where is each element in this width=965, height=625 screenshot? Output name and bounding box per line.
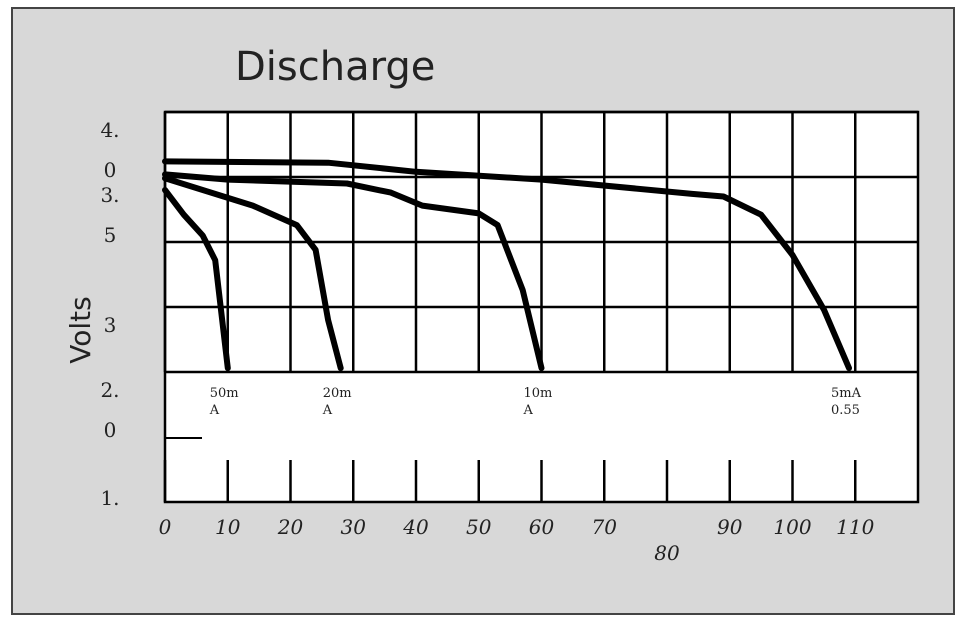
x-tick-label: 90 [717,515,743,539]
series-line [162,171,545,372]
x-tick-label: 40 [403,515,429,539]
series-label: 5mA 0.55 [830,386,861,418]
y-tick-label: 1. [100,486,120,510]
x-tick-label: 20 [277,515,304,539]
x-tick-label: 110 [836,515,875,539]
series-label: 10m A [523,386,553,418]
x-tick-label: 70 [591,515,617,539]
x-tick-label: 100 [773,515,812,539]
x-tick-label: 60 [528,515,555,539]
series-label: 50m A [209,386,239,418]
x-tick-label: 10 [215,515,241,539]
y-tick-label: 3. 5 [100,183,120,247]
series-line [162,187,231,372]
series-line [162,158,852,372]
y-tick-label: 3 [103,313,117,337]
series-label: 20m A [322,386,352,418]
x-tick-label: 80 [654,541,680,565]
chart-title: Discharge [235,44,435,90]
y-tick-label: 2. 0 [100,378,120,442]
x-tick-label: 50 [466,515,492,539]
series-line [162,175,344,372]
x-tick-label: 30 [340,515,366,539]
y-axis-label: Volts [64,296,97,363]
y-tick-label: 4. 0 [100,118,120,182]
x-tick-label: 0 [158,515,172,539]
